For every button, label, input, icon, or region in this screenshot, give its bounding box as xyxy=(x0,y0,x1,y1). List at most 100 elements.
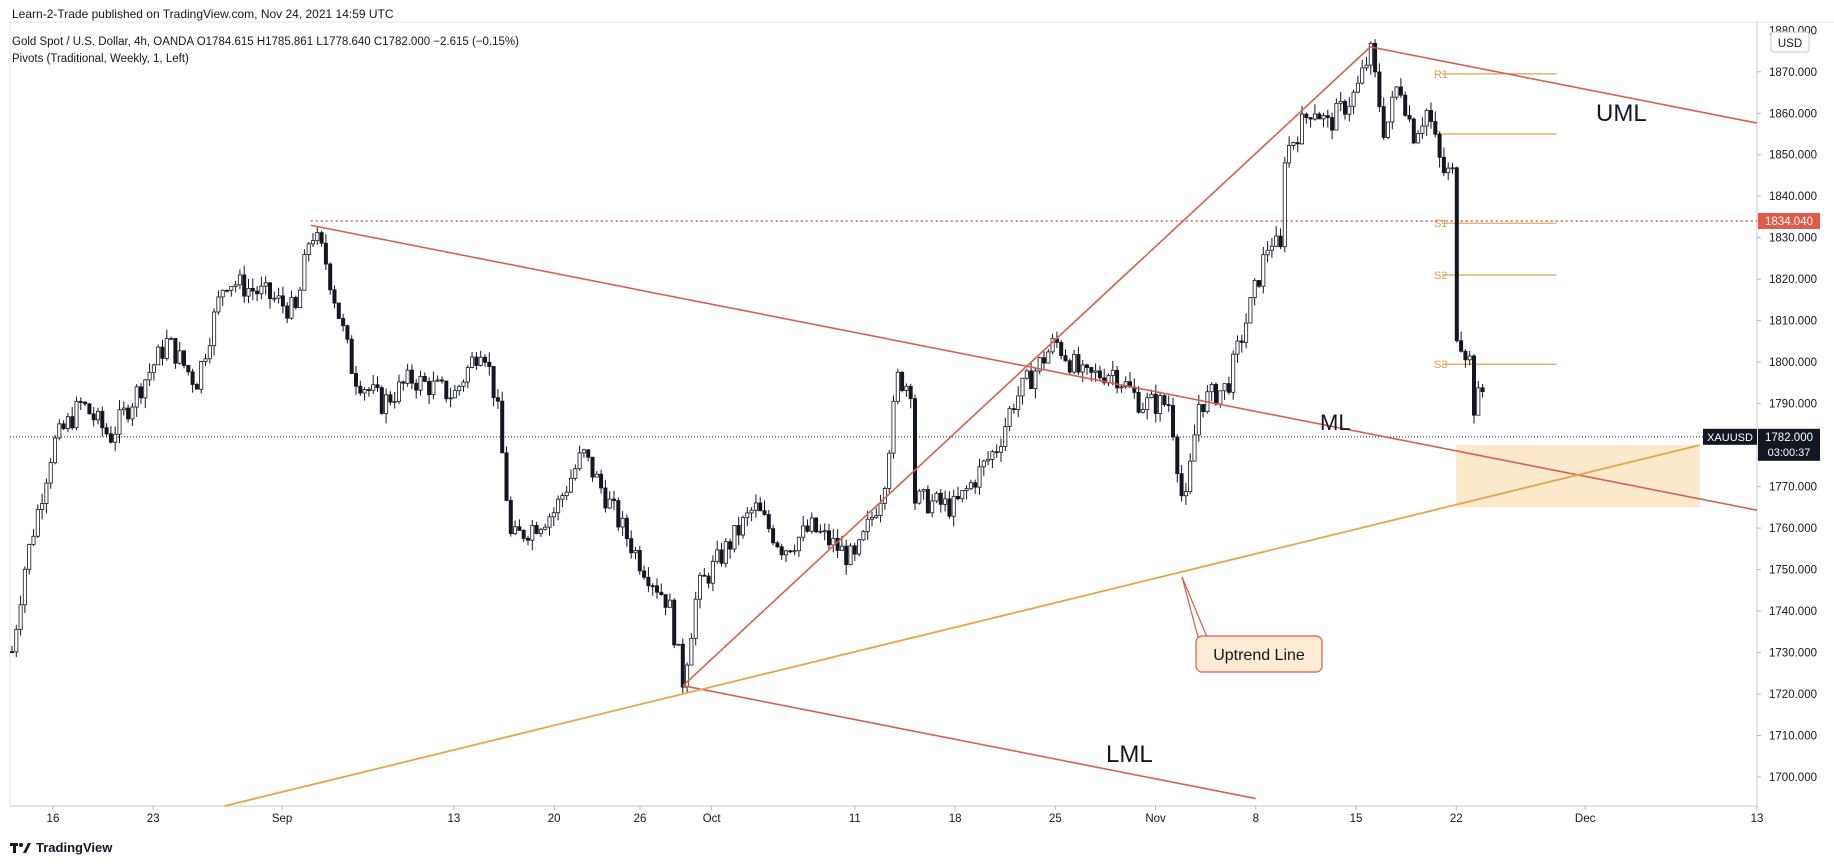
candle-body xyxy=(70,416,75,429)
candle-body xyxy=(766,514,771,530)
candle-body xyxy=(1325,115,1330,118)
candle-body xyxy=(900,371,905,391)
candle-body xyxy=(586,449,591,458)
candle-body xyxy=(18,604,23,630)
candle-body xyxy=(285,305,290,319)
pivot-label-s1: S1 xyxy=(1434,218,1447,230)
candle-body xyxy=(1239,340,1244,343)
candle-body xyxy=(263,282,268,287)
pitchfork-median-line[interactable] xyxy=(310,224,1758,511)
y-tick-label: 1790.000 xyxy=(1769,399,1817,411)
candle-body xyxy=(78,401,83,403)
candle-body xyxy=(1037,357,1042,372)
candle-body xyxy=(882,488,887,504)
candle-body xyxy=(216,296,221,313)
resistance-price-tag-label: 1834.040 xyxy=(1765,216,1813,228)
candle-body xyxy=(293,296,298,309)
candle-body xyxy=(1016,395,1021,410)
y-tick-label: 1740.000 xyxy=(1769,606,1817,618)
candle-body xyxy=(538,528,543,534)
candle-body xyxy=(1252,280,1257,298)
candle-body xyxy=(1480,387,1485,392)
candle-body xyxy=(392,400,397,403)
candle-body xyxy=(680,643,685,688)
candle-body xyxy=(874,515,879,518)
candle-body xyxy=(715,549,720,562)
candle-body xyxy=(1076,354,1081,373)
candle-body xyxy=(1097,370,1102,379)
candle-body xyxy=(349,338,354,374)
candle-body xyxy=(173,337,178,364)
candle-body xyxy=(564,491,569,497)
candle-body xyxy=(655,585,660,593)
candle-body xyxy=(1381,106,1386,138)
candle-body xyxy=(319,232,324,244)
candle-body xyxy=(1089,367,1094,373)
candle-body xyxy=(779,546,784,556)
resistance-price-tag xyxy=(1758,212,1820,229)
candle-body xyxy=(792,550,797,553)
candle-body xyxy=(207,345,212,360)
candle-body xyxy=(74,401,79,429)
candle-body xyxy=(336,302,341,319)
candle-body xyxy=(1196,404,1201,436)
candle-body xyxy=(1261,254,1266,287)
candle-body xyxy=(1115,369,1120,389)
candle-body xyxy=(1476,387,1481,416)
candle-body xyxy=(27,544,32,570)
candle-body xyxy=(667,599,672,608)
candle-body xyxy=(272,297,277,300)
y-tick-label: 1830.000 xyxy=(1769,233,1817,245)
y-tick-label: 1720.000 xyxy=(1769,689,1817,701)
candle-body xyxy=(1338,101,1343,104)
candle-body xyxy=(422,375,427,382)
candle-body xyxy=(345,325,350,340)
candle-body xyxy=(1192,434,1197,462)
candle-body xyxy=(990,451,995,460)
uml-label: UML xyxy=(1596,100,1647,127)
candle-body xyxy=(762,510,767,515)
candle-body xyxy=(405,369,410,384)
candle-body xyxy=(1441,156,1446,174)
candle-body xyxy=(857,539,862,555)
candle-body xyxy=(848,545,853,566)
current-price-tag-label: 1782.000 xyxy=(1765,432,1813,444)
candle-body xyxy=(328,263,333,291)
x-tick-label: 25 xyxy=(1049,813,1062,825)
uptrend-line[interactable] xyxy=(224,444,1700,807)
candle-body xyxy=(508,500,513,534)
candle-body xyxy=(1110,369,1115,376)
currency-button[interactable]: USD xyxy=(1770,31,1810,53)
candle-body xyxy=(1166,404,1171,407)
candle-body xyxy=(526,537,531,541)
pivots-indicator-legend[interactable]: Pivots (Traditional, Weekly, 1, Left) xyxy=(12,53,189,65)
candle-body xyxy=(753,502,758,511)
candle-body xyxy=(1429,110,1434,122)
candle-body xyxy=(895,371,900,402)
candle-body xyxy=(1330,117,1335,131)
candle-body xyxy=(581,449,586,454)
candle-body xyxy=(1454,167,1459,342)
candle-body xyxy=(1029,370,1034,389)
candle-body xyxy=(143,379,148,399)
candle-body xyxy=(938,492,943,505)
candle-body xyxy=(280,295,285,307)
x-tick-label: Dec xyxy=(1575,813,1596,825)
symbol-legend[interactable]: Gold Spot / U.S. Dollar, 4h, OANDA O1784… xyxy=(12,36,519,48)
pitchfork-lower-line[interactable] xyxy=(682,684,1256,800)
tradingview-brand[interactable]: TradingView xyxy=(10,840,112,855)
uptrend-line-callout[interactable]: Uptrend Line xyxy=(1181,576,1323,673)
pitchfork-upper-line[interactable] xyxy=(1370,46,1758,124)
candle-body xyxy=(1317,113,1322,120)
candle-body xyxy=(156,346,161,366)
candle-body xyxy=(517,526,522,531)
candle-body xyxy=(1257,280,1262,287)
candle-body xyxy=(994,451,999,454)
candle-body xyxy=(35,509,40,537)
pitchfork-bc-line[interactable] xyxy=(682,46,1371,687)
candle-body xyxy=(925,489,930,514)
candle-body xyxy=(1347,105,1352,115)
candle-body xyxy=(839,545,844,551)
candle-body xyxy=(435,379,440,382)
